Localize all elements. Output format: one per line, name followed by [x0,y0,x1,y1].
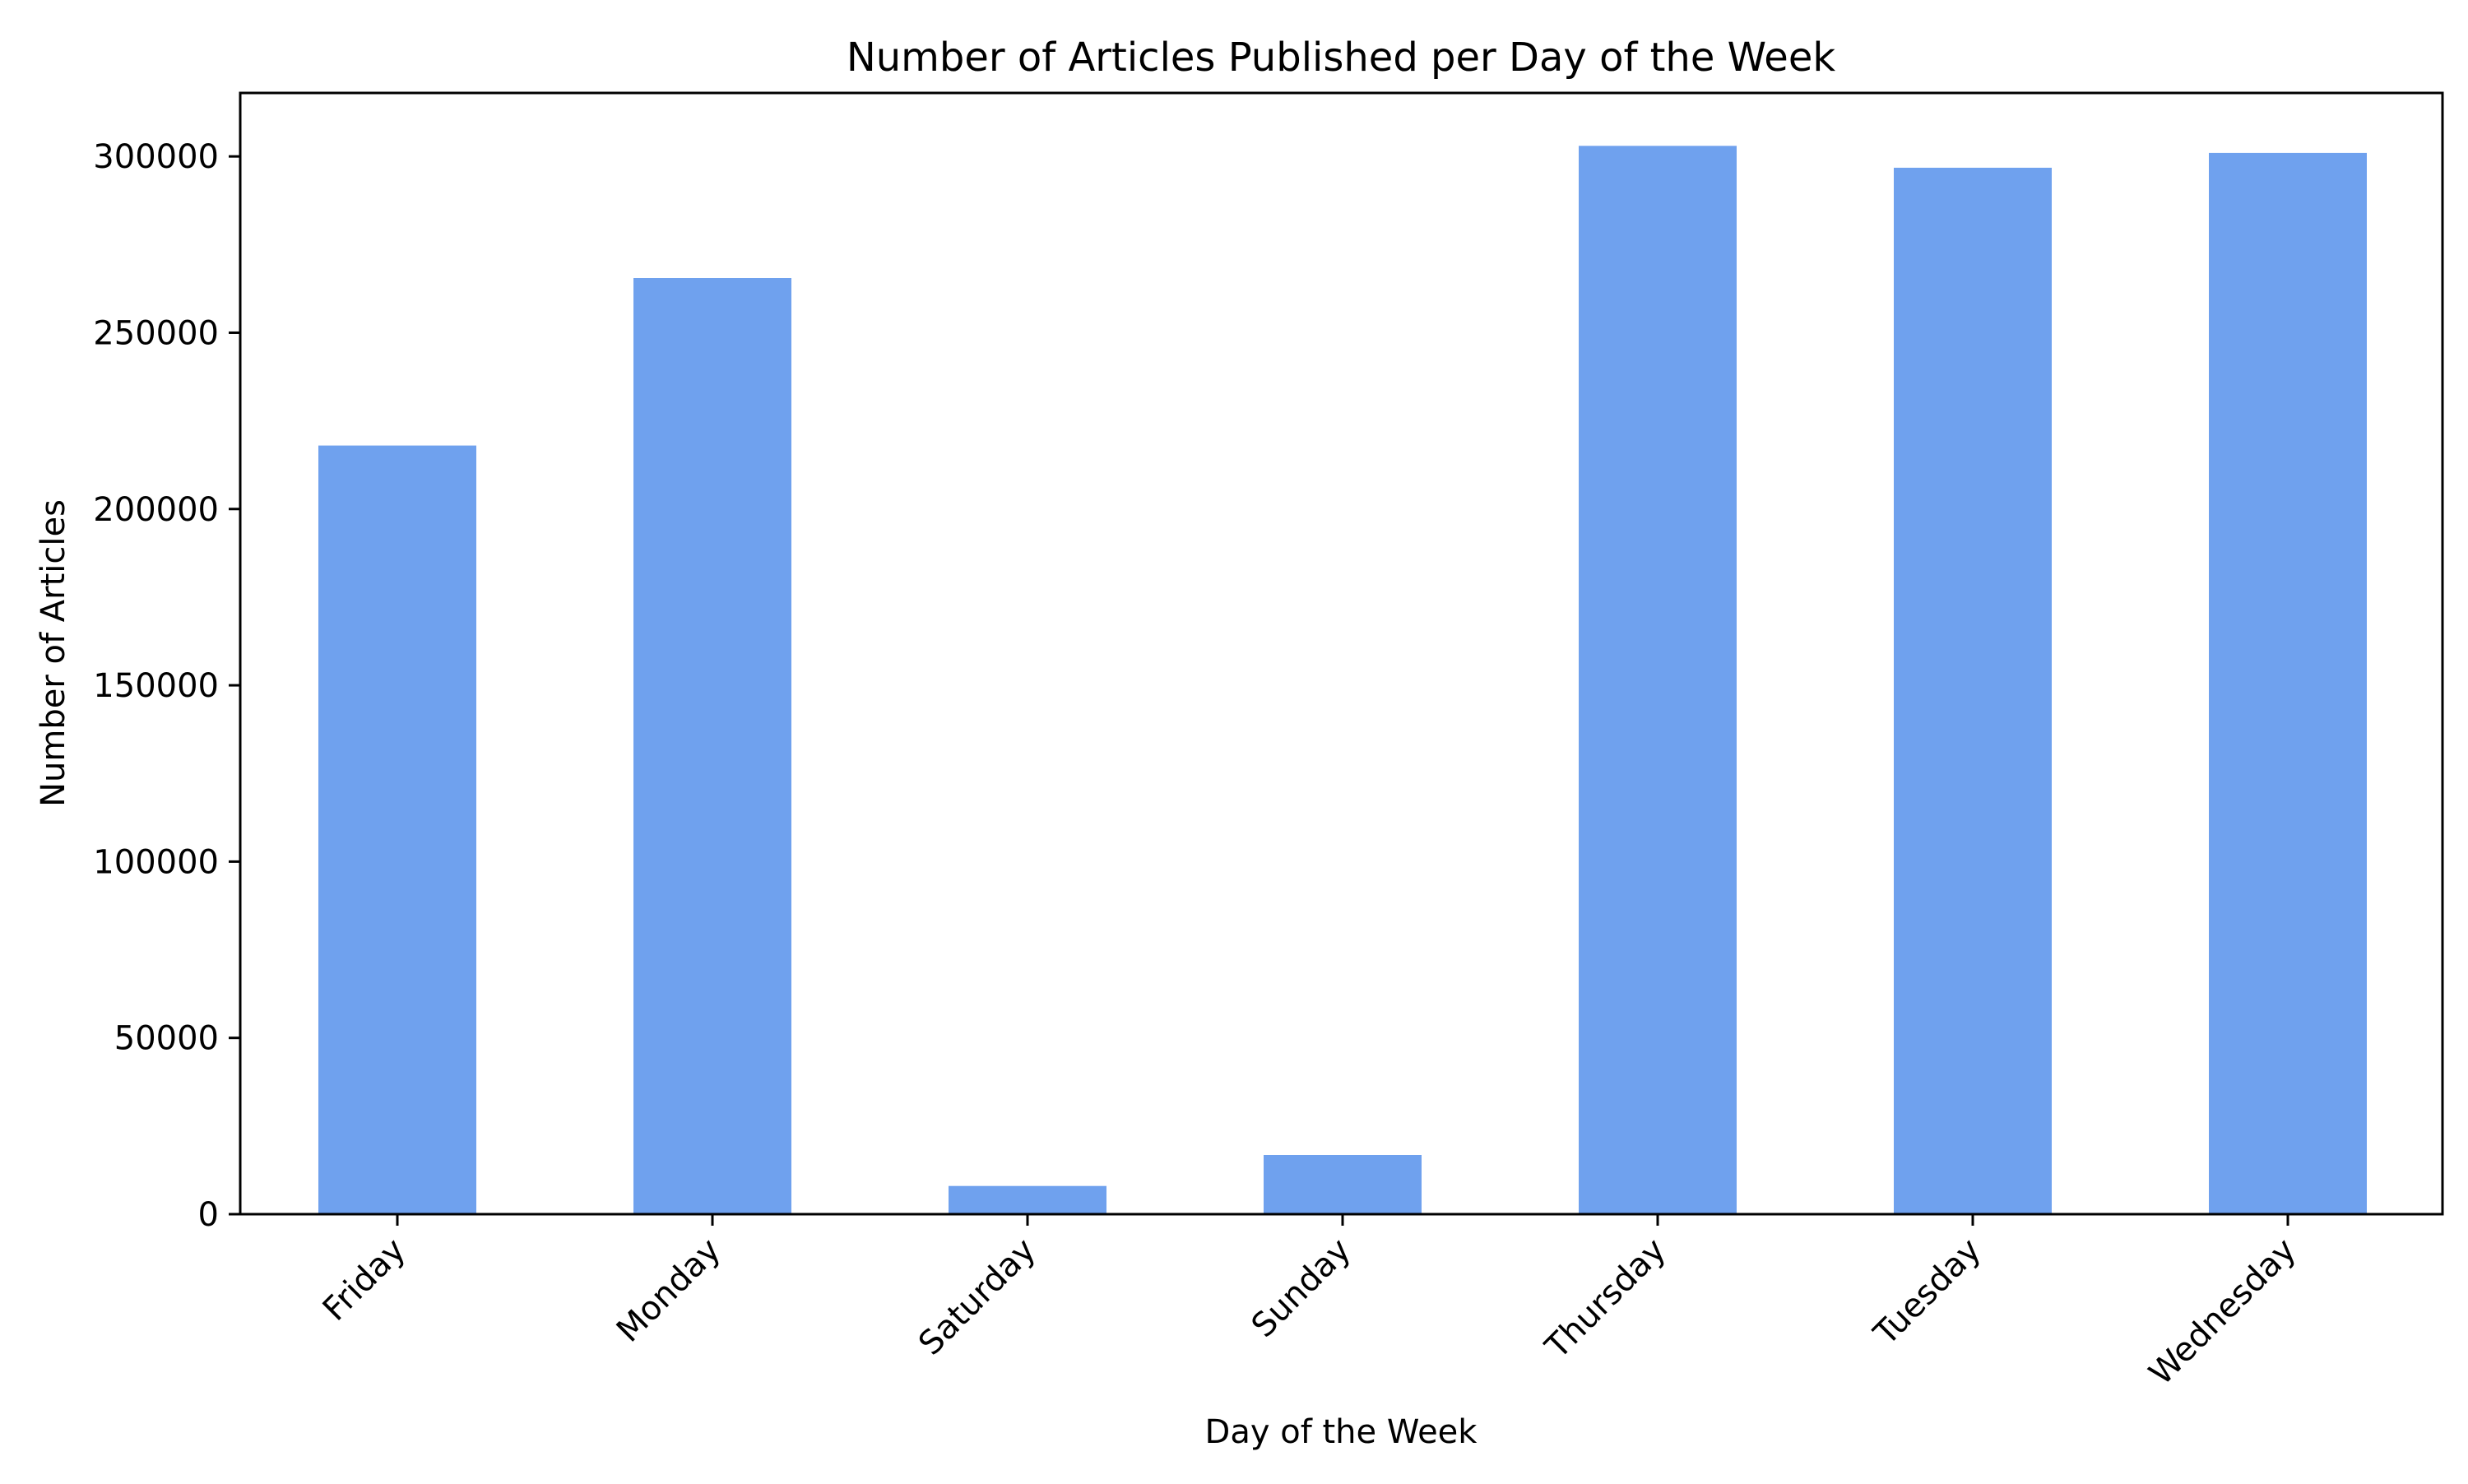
chart-title: Number of Articles Published per Day of … [847,35,1836,81]
y-axis-label: Number of Articles [35,499,72,807]
y-axis: 0 50000 100000 150000 200000 250000 300000 [93,138,240,1234]
y-tick-label: 50000 [114,1020,219,1058]
y-tick-label: 150000 [93,667,219,705]
y-tick-label: 250000 [93,314,219,352]
bar-tuesday [1894,167,2052,1214]
bars-layer [318,146,2367,1214]
bar-wednesday [2209,152,2367,1214]
y-tick-label: 200000 [93,491,219,529]
y-tick-label: 0 [198,1196,219,1234]
y-tick-label: 300000 [93,138,219,176]
bar-friday [318,445,476,1214]
y-tick-label: 100000 [93,843,219,881]
bar-thursday [1579,146,1737,1214]
bar-monday [633,278,791,1214]
bar-saturday [949,1185,1106,1214]
x-axis-label: Day of the Week [1205,1413,1478,1451]
plot-frame [239,91,2444,1216]
bar-sunday [1264,1155,1422,1214]
